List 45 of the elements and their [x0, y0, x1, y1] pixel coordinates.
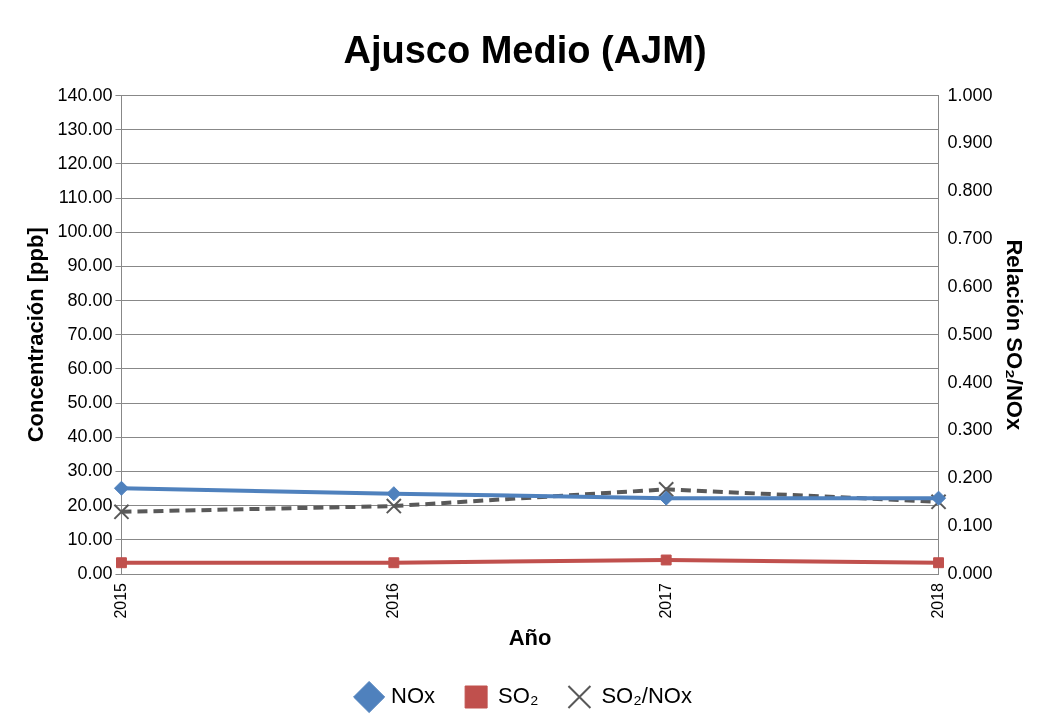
x-tick-label: 2018 [928, 582, 946, 619]
point [658, 490, 674, 506]
x-tick-label: 2015 [111, 582, 129, 619]
y2-tick-label: 0.200 [947, 467, 993, 488]
y2-tick-label: 0.100 [947, 515, 993, 536]
y2-tick-label: 0.300 [947, 419, 993, 440]
y-tick-label: 80.00 [67, 289, 113, 310]
y-tick-label: 100.00 [57, 221, 113, 242]
legend-label: SO₂ [498, 683, 539, 709]
point [116, 557, 127, 569]
y2-tick-label: 0.700 [947, 228, 993, 249]
point [660, 554, 672, 566]
point [933, 557, 945, 569]
y-tick-label: 70.00 [67, 323, 113, 344]
y-tick-label: 130.00 [57, 118, 113, 139]
y2-tick-label: 0.900 [947, 132, 993, 153]
y-tick-label: 110.00 [58, 187, 113, 208]
point [931, 490, 947, 506]
y-tick-label: 60.00 [67, 357, 113, 378]
y-tick-label: 50.00 [67, 392, 113, 413]
x-tick-label: 2017 [656, 582, 674, 619]
y2-tick-label: 0.500 [947, 323, 993, 344]
y2-tick-label: 0.600 [947, 275, 993, 296]
y-tick-label: 30.00 [67, 460, 113, 481]
point [386, 486, 402, 502]
y2-tick-label: 1.000 [947, 84, 993, 105]
x-tick-label: 2016 [384, 582, 402, 619]
y-tick-label: 90.00 [67, 255, 113, 276]
y-tick-label: 140.00 [57, 84, 113, 105]
y2-tick-label: 0.800 [947, 180, 993, 201]
y-tick-label: 40.00 [67, 426, 113, 447]
y-tick-label: 0.00 [77, 562, 113, 583]
point [113, 480, 129, 496]
y2-axis-title: Relación SO₂/NOx [1001, 239, 1027, 431]
y-tick-label: 20.00 [67, 494, 113, 515]
y-axis-title: Concentración [ppb] [23, 227, 49, 443]
y-tick-label: 10.00 [67, 528, 113, 549]
y2-tick-label: 0.400 [947, 371, 993, 392]
y-tick-label: 120.00 [57, 152, 113, 173]
x-axis-title: Año [508, 624, 552, 650]
legend-label: NOx [391, 683, 436, 709]
y2-tick-label: 0.000 [947, 562, 993, 583]
legend-label: SO₂/NOx [601, 683, 692, 709]
chart-title: Ajusco Medio (AJM) [343, 29, 707, 72]
point [388, 557, 400, 569]
